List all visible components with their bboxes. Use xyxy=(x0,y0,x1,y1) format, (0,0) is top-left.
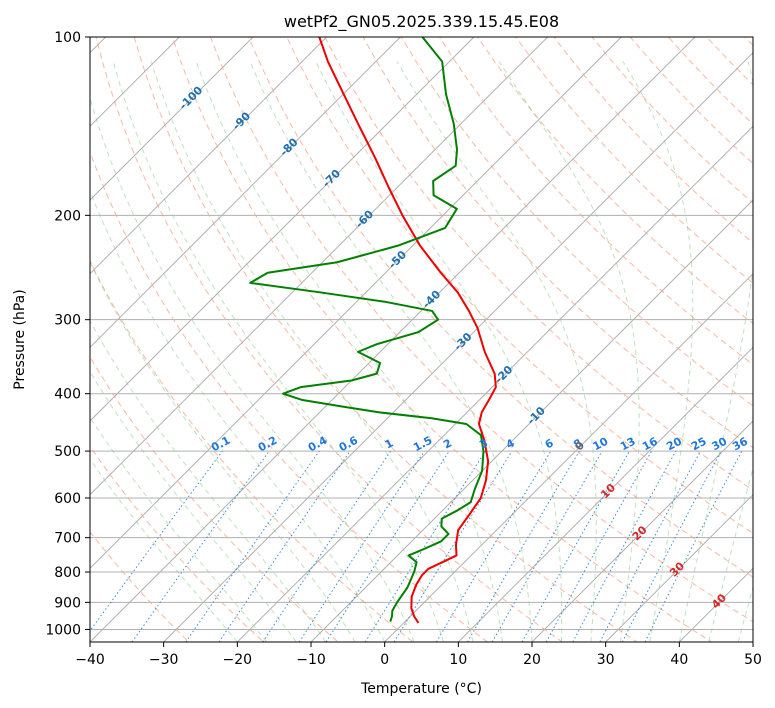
x-tick-label: 10 xyxy=(449,652,467,668)
plot-frame xyxy=(89,36,754,643)
isotherm--10 xyxy=(310,199,753,642)
isotherm--100 xyxy=(90,37,254,201)
isotherm--50 xyxy=(90,37,622,570)
moist-adiabat--4 xyxy=(90,260,356,642)
dry-adiabat-0 xyxy=(90,259,414,642)
mixing-ratio-4 xyxy=(393,450,513,642)
moist-adiabat-32 xyxy=(498,61,640,642)
x-tick-label: 30 xyxy=(597,652,615,668)
dry-adiabat-30 xyxy=(133,37,638,642)
y-tick-label: 600 xyxy=(54,491,81,507)
dry-adiabat-80 xyxy=(324,37,753,491)
isotherm--30 xyxy=(163,51,753,642)
y-tick-label: 700 xyxy=(54,531,81,547)
mixing-ratio-2 xyxy=(325,450,450,642)
dry-adiabat-70 xyxy=(286,37,753,534)
x-tick-label: 0 xyxy=(380,652,389,668)
mixing-ratio-label: 13 xyxy=(618,435,638,454)
y-axis: 1000 900 800 700 600 500 400 300 200 100 xyxy=(45,30,90,638)
isotherm--20 xyxy=(236,125,753,642)
x-tick-label: −30 xyxy=(149,652,179,668)
x-tick-label: 40 xyxy=(670,652,688,668)
mixing-ratio-0.4 xyxy=(185,450,320,642)
dry-adiabat-130 xyxy=(515,37,753,284)
y-tick-label: 200 xyxy=(54,208,81,224)
isotherm--80 xyxy=(90,37,401,349)
x-tick-label: 50 xyxy=(744,652,762,668)
moist-adiabat-24 xyxy=(315,61,563,642)
moist-adiabat-36 xyxy=(622,61,694,642)
isotherm--60 xyxy=(90,37,549,496)
mixing-ratio-label: 10 xyxy=(591,434,611,453)
chart-title: wetPf2_GN05.2025.339.15.45.E08 xyxy=(284,12,559,32)
moist-adiabat-4 xyxy=(90,96,415,642)
mixing-ratio-label: 16 xyxy=(640,435,660,454)
moist-adiabat-12 xyxy=(150,61,474,642)
mixing-ratio-1.5 xyxy=(298,450,425,642)
dry-adiabat-200 xyxy=(756,10,775,654)
mixing-ratio-label: 25 xyxy=(689,435,709,454)
dry-adiabat--30 xyxy=(90,531,190,642)
moist-adiabat-0 xyxy=(90,189,386,642)
y-tick-label: 100 xyxy=(54,30,81,46)
y-tick-label: 800 xyxy=(54,565,81,581)
y-tick-label: 400 xyxy=(54,387,81,403)
x-tick-label: −20 xyxy=(223,652,253,668)
y-tick-label: 900 xyxy=(54,595,81,611)
isobar-gridlines xyxy=(90,37,753,630)
mixing-ratio-0.6 xyxy=(218,450,351,642)
dry-adiabat-10 xyxy=(90,150,489,642)
x-tick-label: −10 xyxy=(296,652,326,668)
plot-area xyxy=(90,37,753,642)
dry-adiabat-90 xyxy=(362,37,753,449)
dry-adiabat--10 xyxy=(90,356,339,642)
mixing-ratio-13 xyxy=(521,450,630,642)
isotherm-0 xyxy=(384,272,753,642)
mixing-ratio-label: 30 xyxy=(710,435,730,454)
dry-adiabat--20 xyxy=(90,445,265,642)
y-axis-label: Pressure (hPa) xyxy=(12,289,28,389)
x-tick-label: −40 xyxy=(75,652,105,668)
mixing-ratio-16 xyxy=(545,450,653,642)
profile-temperature xyxy=(318,37,497,624)
moist-adiabat-20 xyxy=(249,61,533,642)
dry-adiabats xyxy=(90,10,775,654)
mixing-ratio-1 xyxy=(262,450,392,642)
mixing-ratio-label: 20 xyxy=(664,434,684,453)
dry-adiabat-20 xyxy=(95,37,564,642)
y-tick-label: 300 xyxy=(54,313,81,329)
isotherm-50 xyxy=(752,641,753,642)
isotherm--70 xyxy=(90,37,475,422)
mixing-ratio-0.1 xyxy=(90,450,223,632)
y-tick-label: 1000 xyxy=(45,622,81,638)
mixing-ratio-36 xyxy=(644,450,743,642)
sounding-profiles xyxy=(249,37,497,624)
mixing-ratio-lines xyxy=(90,450,743,642)
moist-adiabat-40 xyxy=(678,61,753,642)
x-axis: −40 −30 −20 −10 0 10 20 30 40 50 xyxy=(75,642,762,668)
moist-adiabat-8 xyxy=(112,61,445,642)
isotherm-10 xyxy=(457,346,753,642)
isotherm-20 xyxy=(531,420,753,642)
dry-adiabat-60 xyxy=(248,37,753,578)
mixing-ratio-0.2 xyxy=(131,450,270,642)
y-tick-label: 500 xyxy=(54,444,81,460)
mixing-ratio-20 xyxy=(572,450,677,642)
mixing-ratio-label: 36 xyxy=(730,435,750,454)
isotherm--90 xyxy=(90,37,328,275)
x-axis-label: Temperature (°C) xyxy=(360,681,482,697)
moist-adiabat-28 xyxy=(396,61,597,642)
moist-adiabat--20 xyxy=(90,458,238,642)
profile-dewpoint xyxy=(249,37,485,622)
moist-adiabats xyxy=(90,61,753,642)
dry-adiabat-40 xyxy=(171,37,713,642)
moist-adiabat-44 xyxy=(708,466,753,642)
dry-adiabat-50 xyxy=(209,37,753,623)
isotherm-30 xyxy=(605,493,753,642)
x-tick-label: 20 xyxy=(523,652,541,668)
